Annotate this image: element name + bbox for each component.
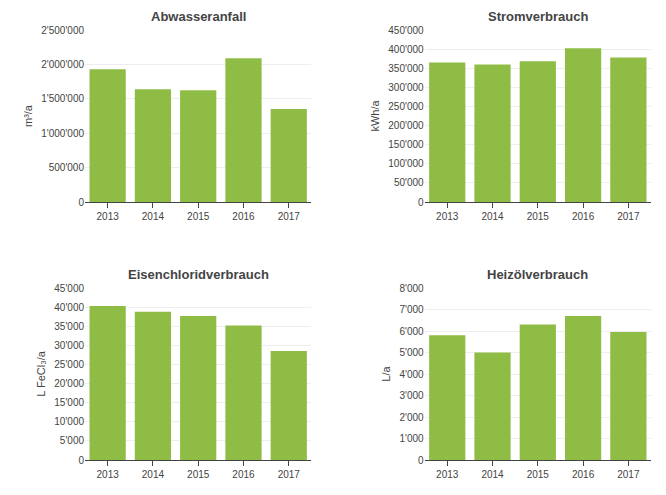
svg-text:2014: 2014	[142, 469, 165, 480]
svg-text:7'000: 7'000	[399, 304, 424, 315]
svg-text:Heizölverbrauch: Heizölverbrauch	[487, 267, 588, 282]
svg-text:2'000'000: 2'000'000	[41, 59, 84, 70]
svg-text:50'000: 50'000	[394, 177, 424, 188]
svg-text:0: 0	[78, 455, 84, 466]
svg-text:2013: 2013	[97, 469, 120, 480]
svg-text:2016: 2016	[232, 469, 255, 480]
svg-text:250'000: 250'000	[388, 101, 424, 112]
svg-text:2014: 2014	[481, 469, 504, 480]
svg-text:150'000: 150'000	[388, 139, 424, 150]
svg-text:2016: 2016	[232, 211, 255, 222]
svg-text:0: 0	[418, 197, 424, 208]
svg-text:kWh/a: kWh/a	[369, 100, 381, 132]
svg-text:2017: 2017	[278, 469, 301, 480]
svg-text:2015: 2015	[527, 211, 550, 222]
svg-text:300'000: 300'000	[388, 82, 424, 93]
svg-text:1'000: 1'000	[399, 433, 424, 444]
svg-text:2'500'000: 2'500'000	[41, 25, 84, 36]
svg-text:20'000: 20'000	[54, 378, 84, 389]
svg-text:2014: 2014	[481, 211, 504, 222]
svg-text:2013: 2013	[97, 211, 120, 222]
svg-text:2'000: 2'000	[399, 412, 424, 423]
svg-text:25'000: 25'000	[54, 359, 84, 370]
svg-text:400'000: 400'000	[388, 44, 424, 55]
svg-text:L FeCl₃/a: L FeCl₃/a	[35, 350, 47, 397]
svg-text:1'500'000: 1'500'000	[41, 93, 84, 104]
svg-text:200'000: 200'000	[388, 120, 424, 131]
svg-text:4'000: 4'000	[399, 369, 424, 380]
svg-text:0: 0	[78, 197, 84, 208]
svg-text:3'000: 3'000	[399, 390, 424, 401]
svg-text:2016: 2016	[572, 211, 595, 222]
svg-text:2015: 2015	[187, 211, 210, 222]
svg-text:2017: 2017	[278, 211, 301, 222]
svg-text:L/a: L/a	[380, 365, 392, 381]
svg-text:Stromverbrauch: Stromverbrauch	[488, 9, 588, 24]
svg-text:350'000: 350'000	[388, 63, 424, 74]
svg-text:6'000: 6'000	[399, 326, 424, 337]
svg-text:Eisenchloridverbrauch: Eisenchloridverbrauch	[128, 267, 269, 282]
svg-text:2013: 2013	[436, 211, 459, 222]
svg-text:Abwasseranfall: Abwasseranfall	[151, 9, 246, 24]
svg-text:30'000: 30'000	[54, 340, 84, 351]
svg-text:45'000: 45'000	[54, 283, 84, 294]
svg-text:2017: 2017	[617, 469, 640, 480]
svg-text:1'000'000: 1'000'000	[41, 128, 84, 139]
svg-text:2015: 2015	[187, 469, 210, 480]
svg-text:2014: 2014	[142, 211, 165, 222]
svg-text:500'000: 500'000	[49, 162, 85, 173]
svg-text:m³/a: m³/a	[22, 104, 34, 127]
svg-text:2017: 2017	[617, 211, 640, 222]
svg-text:450'000: 450'000	[388, 25, 424, 36]
svg-text:0: 0	[418, 455, 424, 466]
svg-text:2013: 2013	[436, 469, 459, 480]
svg-text:40'000: 40'000	[54, 302, 84, 313]
svg-text:2015: 2015	[527, 469, 550, 480]
svg-text:35'000: 35'000	[54, 321, 84, 332]
svg-text:15'000: 15'000	[54, 397, 84, 408]
svg-text:100'000: 100'000	[388, 158, 424, 169]
svg-text:8'000: 8'000	[399, 283, 424, 294]
svg-text:5'000: 5'000	[60, 435, 85, 446]
svg-text:10'000: 10'000	[54, 416, 84, 427]
svg-text:5'000: 5'000	[399, 347, 424, 358]
svg-text:2016: 2016	[572, 469, 595, 480]
